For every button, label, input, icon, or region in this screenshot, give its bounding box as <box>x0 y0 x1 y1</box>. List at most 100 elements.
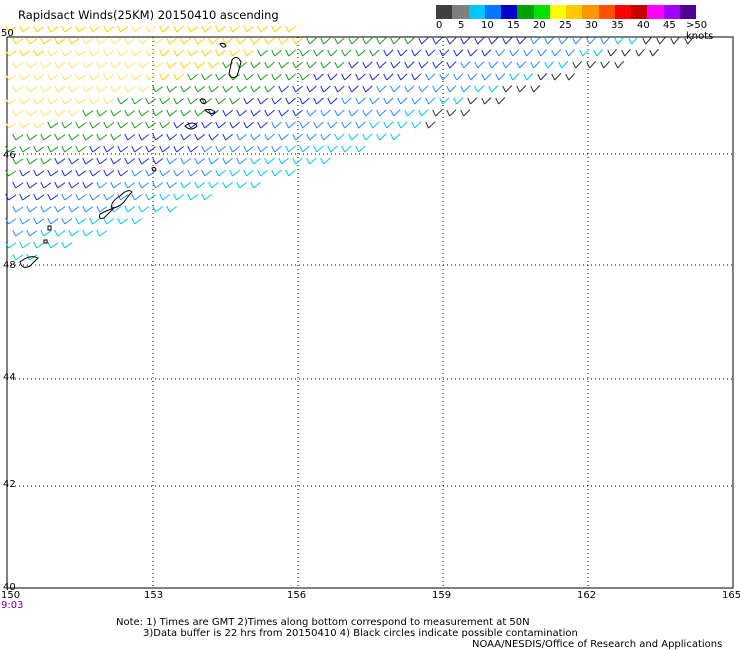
wind-barb <box>68 61 80 69</box>
wind-barb <box>411 73 422 81</box>
wind-barb <box>103 169 115 177</box>
wind-barb <box>47 169 59 177</box>
wind-barb <box>460 109 471 117</box>
wind-barb <box>684 36 694 45</box>
legend-swatch <box>517 5 534 19</box>
wind-barb <box>292 37 303 45</box>
legend-swatch <box>566 5 583 19</box>
wind-barb <box>306 37 317 45</box>
legend-swatch <box>582 5 599 19</box>
wind-barb <box>299 49 310 57</box>
wind-barb <box>166 205 178 213</box>
wind-barb <box>5 193 17 201</box>
wind-barb <box>229 97 240 105</box>
wind-barb <box>383 73 394 81</box>
wind-barb <box>215 121 226 129</box>
wind-barb <box>117 49 129 57</box>
island-outline <box>111 190 133 209</box>
wind-barb <box>397 49 408 57</box>
wind-barb <box>138 61 150 69</box>
wind-barb <box>82 133 94 141</box>
wind-barb <box>96 61 108 69</box>
wind-barb <box>124 85 136 93</box>
wind-barb <box>530 37 541 45</box>
wind-barb <box>166 61 178 69</box>
wind-barb <box>264 37 275 45</box>
wind-barb <box>131 145 143 153</box>
wind-barb <box>243 73 254 81</box>
wind-barb <box>425 121 436 129</box>
wind-barb <box>215 49 226 57</box>
wind-barb <box>229 49 240 57</box>
wind-barb <box>411 49 422 57</box>
wind-barb <box>285 25 296 33</box>
wind-barb <box>173 97 185 105</box>
wind-barb <box>327 121 338 129</box>
lon-label-159: 159 <box>432 590 451 601</box>
wind-barb <box>222 37 233 45</box>
wind-barb <box>551 73 562 81</box>
wind-barb <box>82 109 94 117</box>
wind-barb <box>19 25 31 33</box>
legend-swatch <box>614 5 631 19</box>
wind-barb <box>75 49 87 57</box>
wind-barb <box>145 145 157 153</box>
wind-barb <box>12 85 24 93</box>
wind-barb <box>96 37 108 45</box>
wind-barb <box>376 37 387 45</box>
wind-barb <box>278 133 289 141</box>
wind-barb <box>75 73 87 81</box>
wind-barb <box>222 157 233 165</box>
wind-barb <box>390 85 401 93</box>
wind-barb <box>40 109 52 117</box>
wind-barb <box>208 61 219 69</box>
wind-barb <box>348 61 359 69</box>
wind-barb <box>12 109 24 117</box>
lat-label-40: 40 <box>3 582 16 593</box>
wind-barb <box>19 217 31 225</box>
wind-barb <box>355 73 366 81</box>
wind-barb <box>103 25 115 33</box>
wind-barb <box>516 61 527 69</box>
island-outline <box>219 42 227 48</box>
wind-barb <box>236 109 247 117</box>
wind-barb <box>68 205 80 213</box>
wind-barb <box>12 253 24 261</box>
wind-barb <box>47 97 59 105</box>
wind-barb <box>488 37 499 45</box>
wind-barb <box>544 37 555 45</box>
wind-barb <box>145 73 157 81</box>
wind-barb <box>285 49 296 57</box>
wind-barb <box>173 25 185 33</box>
wind-barb <box>75 193 87 201</box>
wind-barb <box>166 157 178 165</box>
wind-barb <box>306 133 317 141</box>
wind-barb <box>138 37 150 45</box>
wind-barb <box>19 169 31 177</box>
wind-barb <box>180 37 192 45</box>
wind-barb <box>257 97 268 105</box>
wind-barb <box>33 169 45 177</box>
wind-barb <box>124 61 136 69</box>
wind-barb <box>544 61 555 69</box>
wind-barb <box>152 109 164 117</box>
wind-barb <box>222 133 233 141</box>
wind-barb <box>61 121 73 129</box>
wind-barb <box>103 193 115 201</box>
wind-barb <box>250 133 261 141</box>
legend-swatch <box>484 5 501 19</box>
legend-label-10: 10 <box>481 20 494 31</box>
wind-barb <box>215 25 226 33</box>
legend-label-20: 20 <box>533 20 546 31</box>
wind-barb <box>131 217 143 225</box>
wind-barb <box>89 25 101 33</box>
wind-barb <box>47 73 59 81</box>
wind-barb <box>411 97 422 105</box>
wind-barb <box>432 109 443 117</box>
wind-barb <box>649 48 659 57</box>
wind-barb <box>40 181 52 189</box>
wind-barb <box>180 109 192 117</box>
wind-barb <box>418 109 429 117</box>
wind-barb <box>474 85 485 93</box>
wind-barb <box>124 181 136 189</box>
